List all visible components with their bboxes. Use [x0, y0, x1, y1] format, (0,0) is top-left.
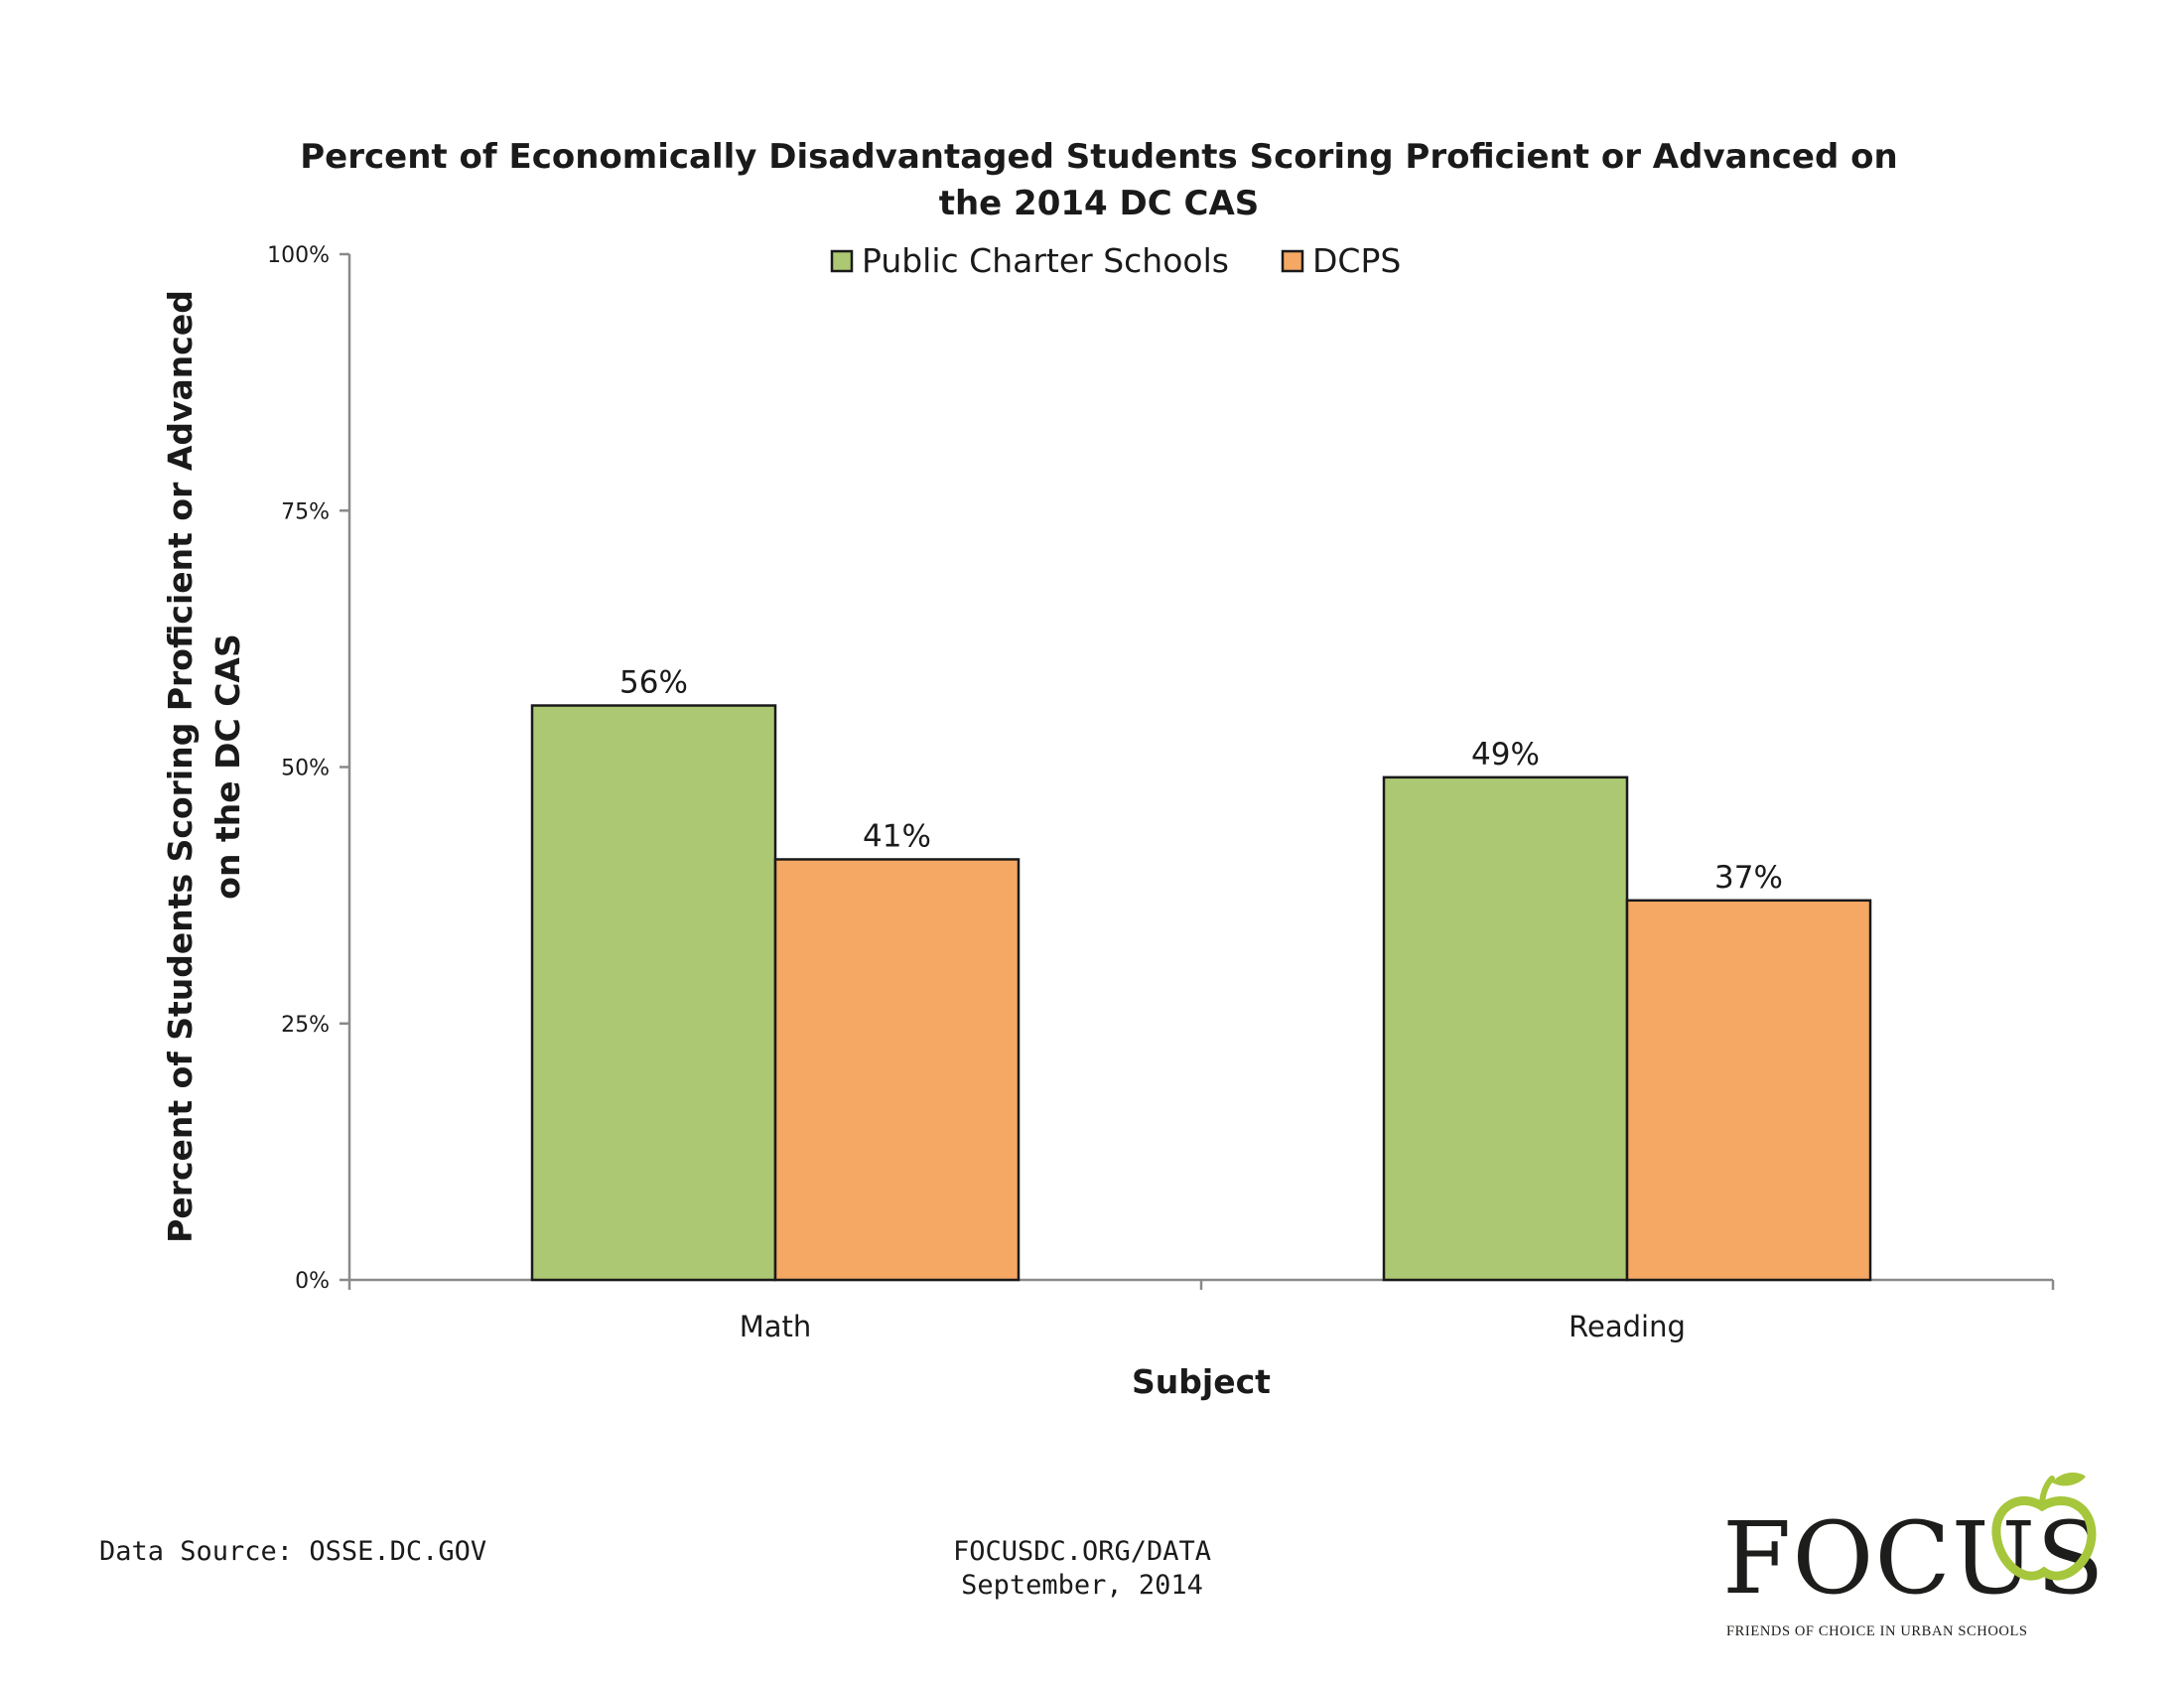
data-label: 41%	[863, 818, 931, 854]
bar-chart: Percent of Economically Disadvantaged St…	[161, 137, 2055, 1401]
legend-label: Public Charter Schools	[862, 241, 1229, 280]
bar	[530, 704, 777, 1282]
chart-title-line: the 2014 DC CAS	[939, 184, 1260, 223]
y-axis: 0% 25% 50% 75% 100%	[267, 243, 351, 1294]
axis-titles: Subject Percent of Students Scoring Profi…	[161, 290, 1271, 1401]
legend-swatch	[830, 249, 854, 273]
data-source-note: Data Source: OSSE.DC.GOV	[99, 1536, 487, 1567]
logo-tagline: FRIENDS OF CHOICE IN URBAN SCHOOLS	[1726, 1623, 2028, 1639]
bar	[773, 858, 1021, 1282]
y-axis-title-line: on the DC CAS	[208, 633, 247, 899]
chart-title: Percent of Economically Disadvantaged St…	[300, 137, 1897, 223]
footer-url: FOCUSDC.ORG/DATA	[952, 1536, 1212, 1567]
y-tick-label: 100%	[267, 243, 330, 268]
footer-credit: FOCUSDC.ORG/DATA September, 2014	[794, 1535, 1370, 1603]
logo-wordmark: FOCUS	[1722, 1500, 2106, 1617]
focus-logo: FOCUS FRIENDS OF CHOICE IN URBAN SCHOOLS	[1722, 1465, 2119, 1643]
bar	[1382, 775, 1629, 1282]
x-axis: Math Reading	[347, 1278, 2055, 1343]
x-tick-label: Reading	[1569, 1310, 1686, 1343]
data-label: 37%	[1714, 860, 1783, 896]
chart-title-line: Percent of Economically Disadvantaged St…	[300, 137, 1897, 177]
footer-date: September, 2014	[961, 1569, 1203, 1601]
legend-swatch	[1281, 249, 1304, 273]
legend-label: DCPS	[1312, 241, 1401, 280]
bars	[530, 704, 1872, 1282]
y-tick-label: 50%	[281, 757, 330, 781]
x-tick-label: Math	[740, 1310, 812, 1343]
data-labels: 56% 41% 49% 37%	[619, 665, 1783, 896]
data-label: 56%	[619, 665, 688, 701]
y-tick-label: 25%	[281, 1013, 330, 1038]
bar	[1625, 899, 1872, 1282]
y-tick-label: 75%	[281, 499, 330, 524]
legend: Public Charter Schools DCPS	[830, 241, 1401, 280]
apple-icon	[1991, 1473, 2097, 1581]
x-axis-title: Subject	[1132, 1362, 1271, 1401]
y-axis-title-line: Percent of Students Scoring Proficient o…	[161, 290, 200, 1243]
y-axis-title: Percent of Students Scoring Proficient o…	[161, 290, 247, 1243]
data-label: 49%	[1471, 737, 1540, 773]
y-tick-label: 0%	[295, 1269, 330, 1294]
